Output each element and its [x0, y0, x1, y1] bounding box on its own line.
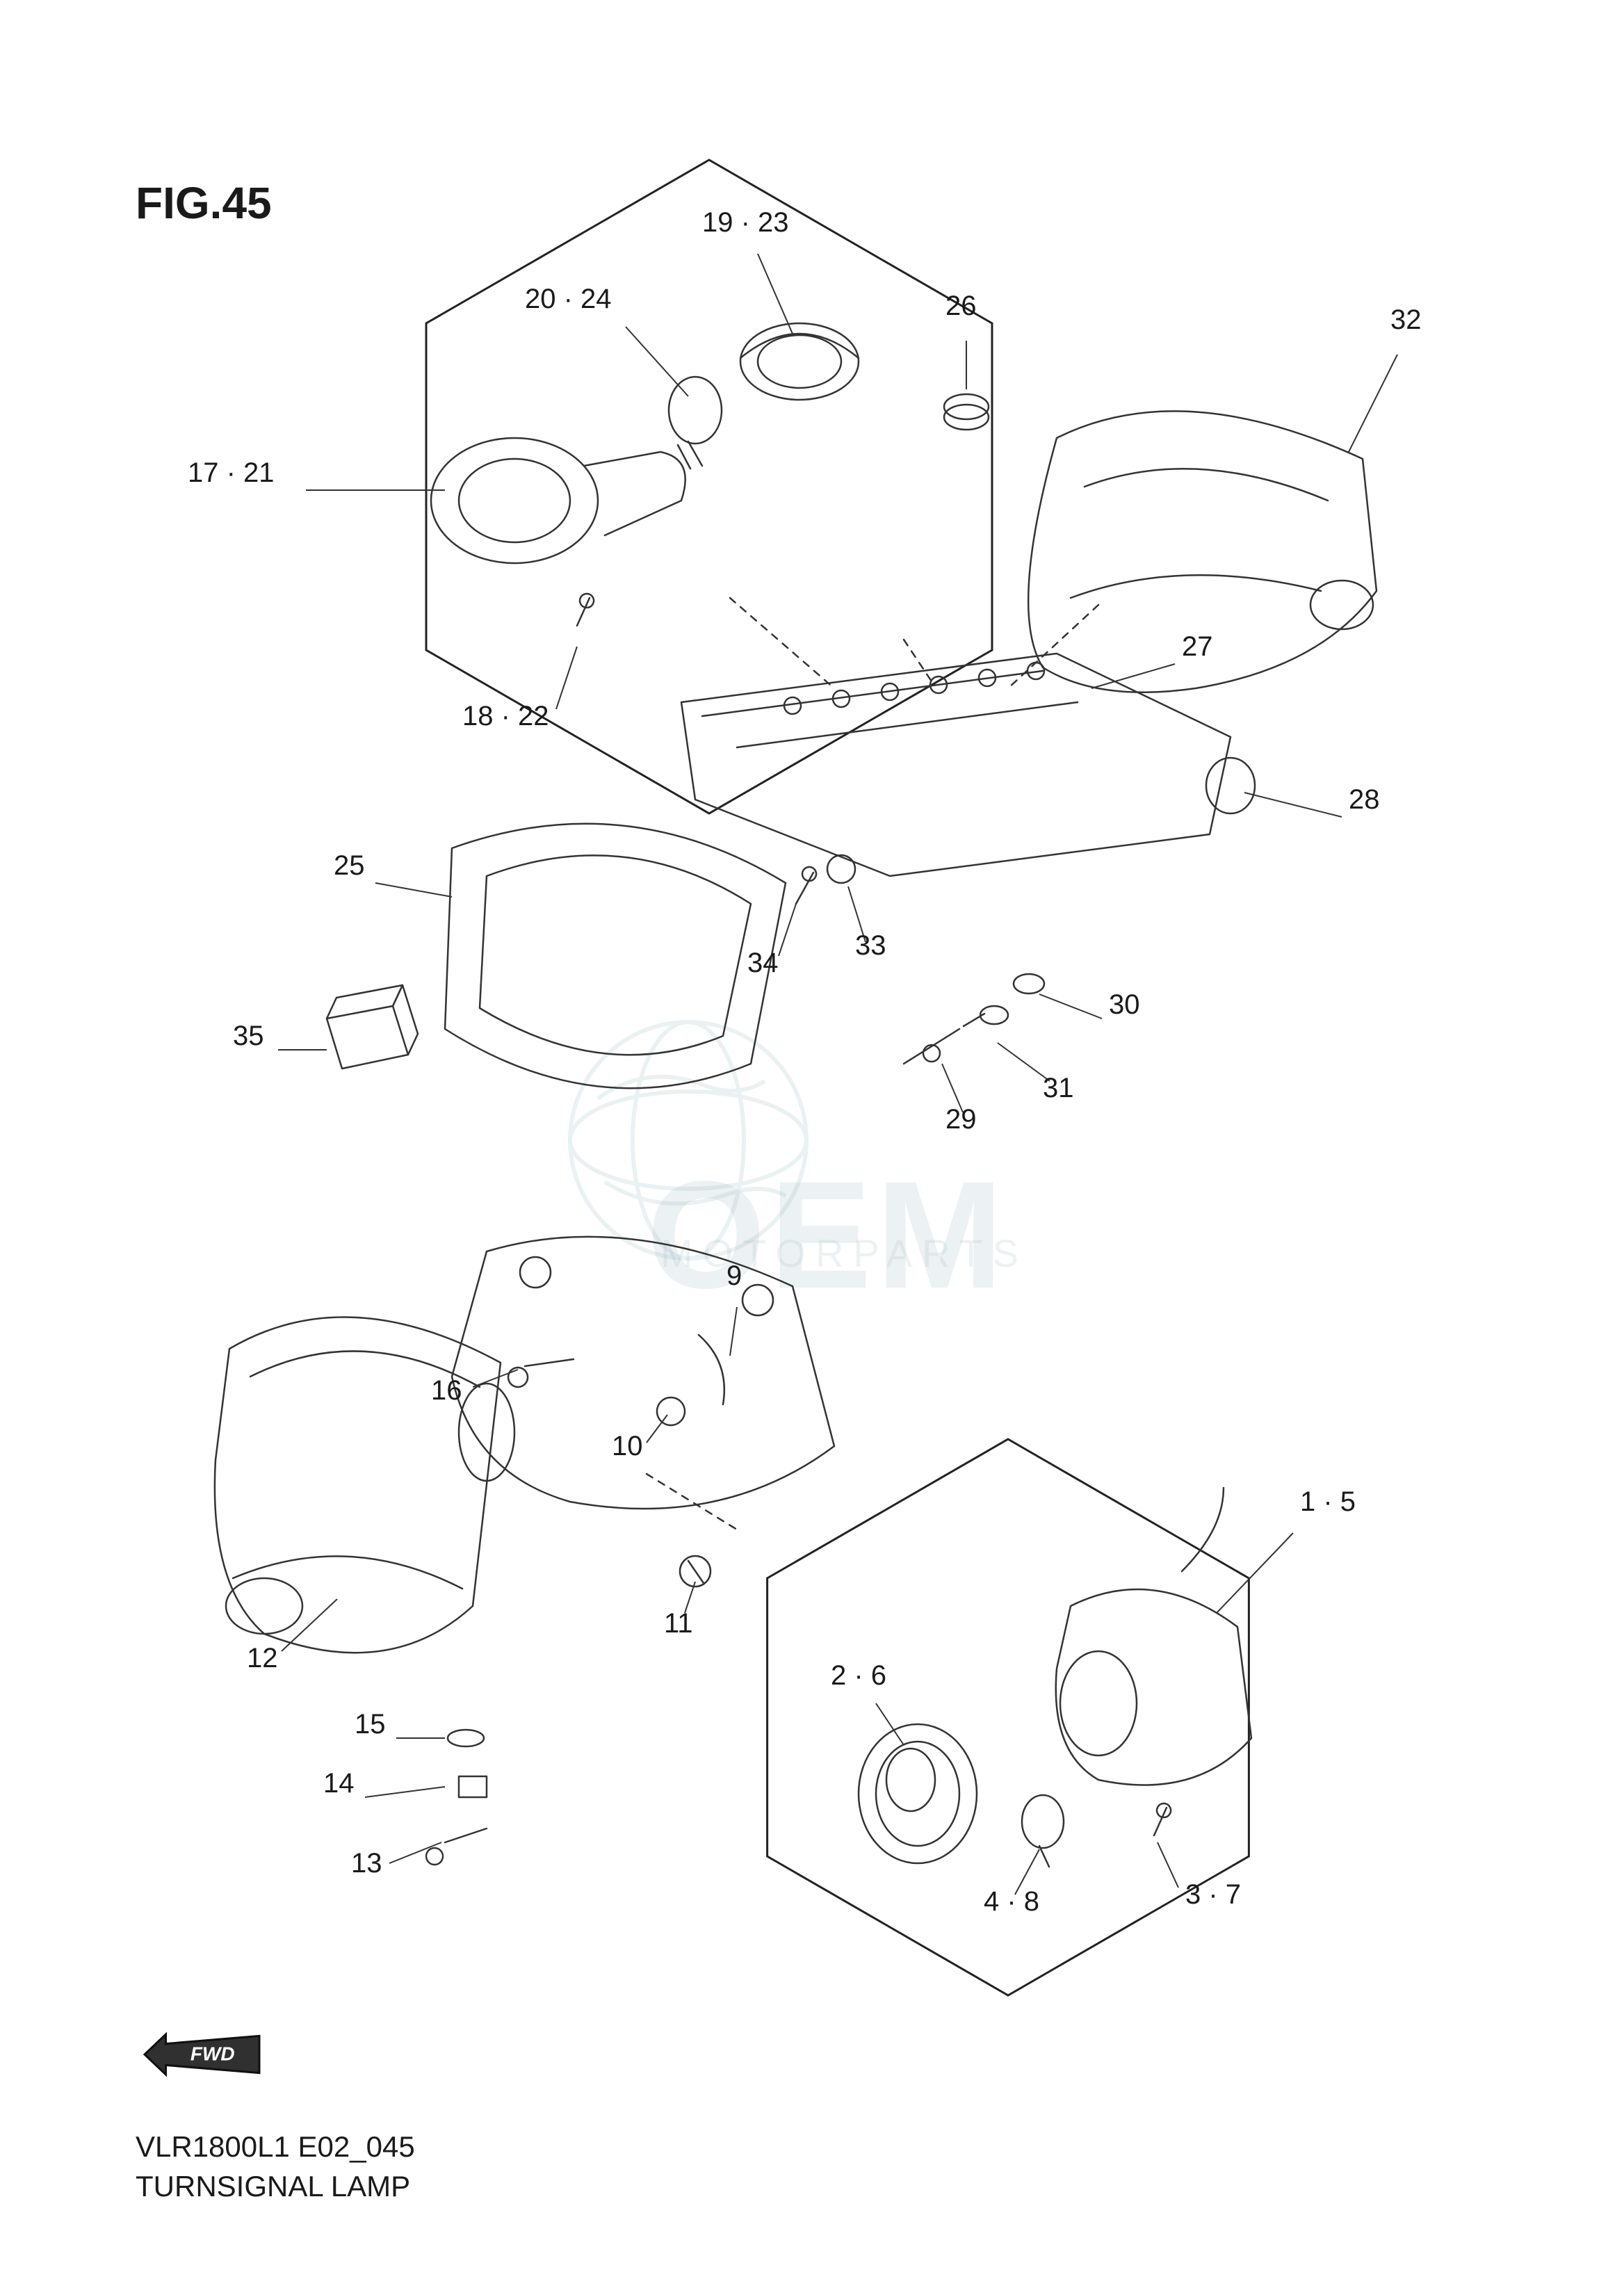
callout-c18: 18 · 22	[462, 701, 549, 732]
callout-c19: 19 · 23	[702, 207, 789, 238]
callout-c17: 17 · 21	[188, 457, 275, 489]
callout-c30: 30	[1109, 989, 1140, 1021]
leader-c3	[1158, 1842, 1178, 1888]
leader-lines	[0, 0, 1624, 2295]
callout-c1: 1 · 5	[1300, 1486, 1356, 1518]
leader-c13	[389, 1842, 441, 1863]
leader-c31	[998, 1043, 1050, 1081]
callout-c13: 13	[351, 1848, 382, 1879]
callout-c15: 15	[355, 1709, 386, 1740]
callout-c16: 16	[431, 1375, 462, 1406]
callout-c28: 28	[1349, 784, 1380, 816]
fwd-badge: FWD	[139, 2030, 264, 2096]
callout-c9: 9	[726, 1260, 742, 1292]
leader-c19	[758, 254, 793, 334]
leader-c18	[556, 647, 577, 709]
leader-c20	[626, 327, 688, 396]
callout-c10: 10	[612, 1431, 643, 1462]
footer-part-name: TURNSIGNAL LAMP	[136, 2167, 415, 2207]
callout-c31: 31	[1043, 1073, 1074, 1104]
callout-c11: 11	[664, 1608, 693, 1639]
callout-c27: 27	[1182, 631, 1213, 663]
callout-c2: 2 · 6	[831, 1660, 886, 1692]
callout-c32: 32	[1390, 305, 1422, 336]
leader-c1	[1217, 1533, 1293, 1613]
leader-c25	[375, 883, 452, 897]
fwd-arrow-icon: FWD	[139, 2030, 264, 2093]
leader-c30	[1039, 994, 1102, 1019]
callout-c29: 29	[945, 1104, 977, 1135]
callout-c4: 4 · 8	[984, 1886, 1039, 1917]
callout-c20: 20 · 24	[525, 284, 612, 315]
callout-c34: 34	[747, 948, 779, 979]
leader-c12	[282, 1599, 337, 1651]
footer-model-code: VLR1800L1 E02_045	[136, 2127, 415, 2167]
leader-c27	[1091, 664, 1175, 688]
callout-c12: 12	[247, 1643, 278, 1674]
leader-c14	[365, 1787, 445, 1797]
leader-c32	[1349, 355, 1397, 452]
leader-c16	[473, 1370, 518, 1387]
callout-c25: 25	[334, 850, 365, 882]
callout-c3: 3 · 7	[1185, 1879, 1241, 1911]
leader-c10	[647, 1415, 667, 1443]
callout-c33: 33	[855, 930, 886, 962]
leader-c34	[779, 904, 796, 956]
leader-c28	[1244, 793, 1342, 817]
leader-c2	[876, 1703, 904, 1745]
footer-block: VLR1800L1 E02_045 TURNSIGNAL LAMP	[136, 2127, 415, 2206]
callout-c35: 35	[233, 1021, 264, 1052]
callout-c26: 26	[945, 291, 977, 322]
svg-text:FWD: FWD	[190, 2043, 235, 2064]
callout-c14: 14	[323, 1768, 355, 1799]
leader-c9	[730, 1307, 737, 1356]
